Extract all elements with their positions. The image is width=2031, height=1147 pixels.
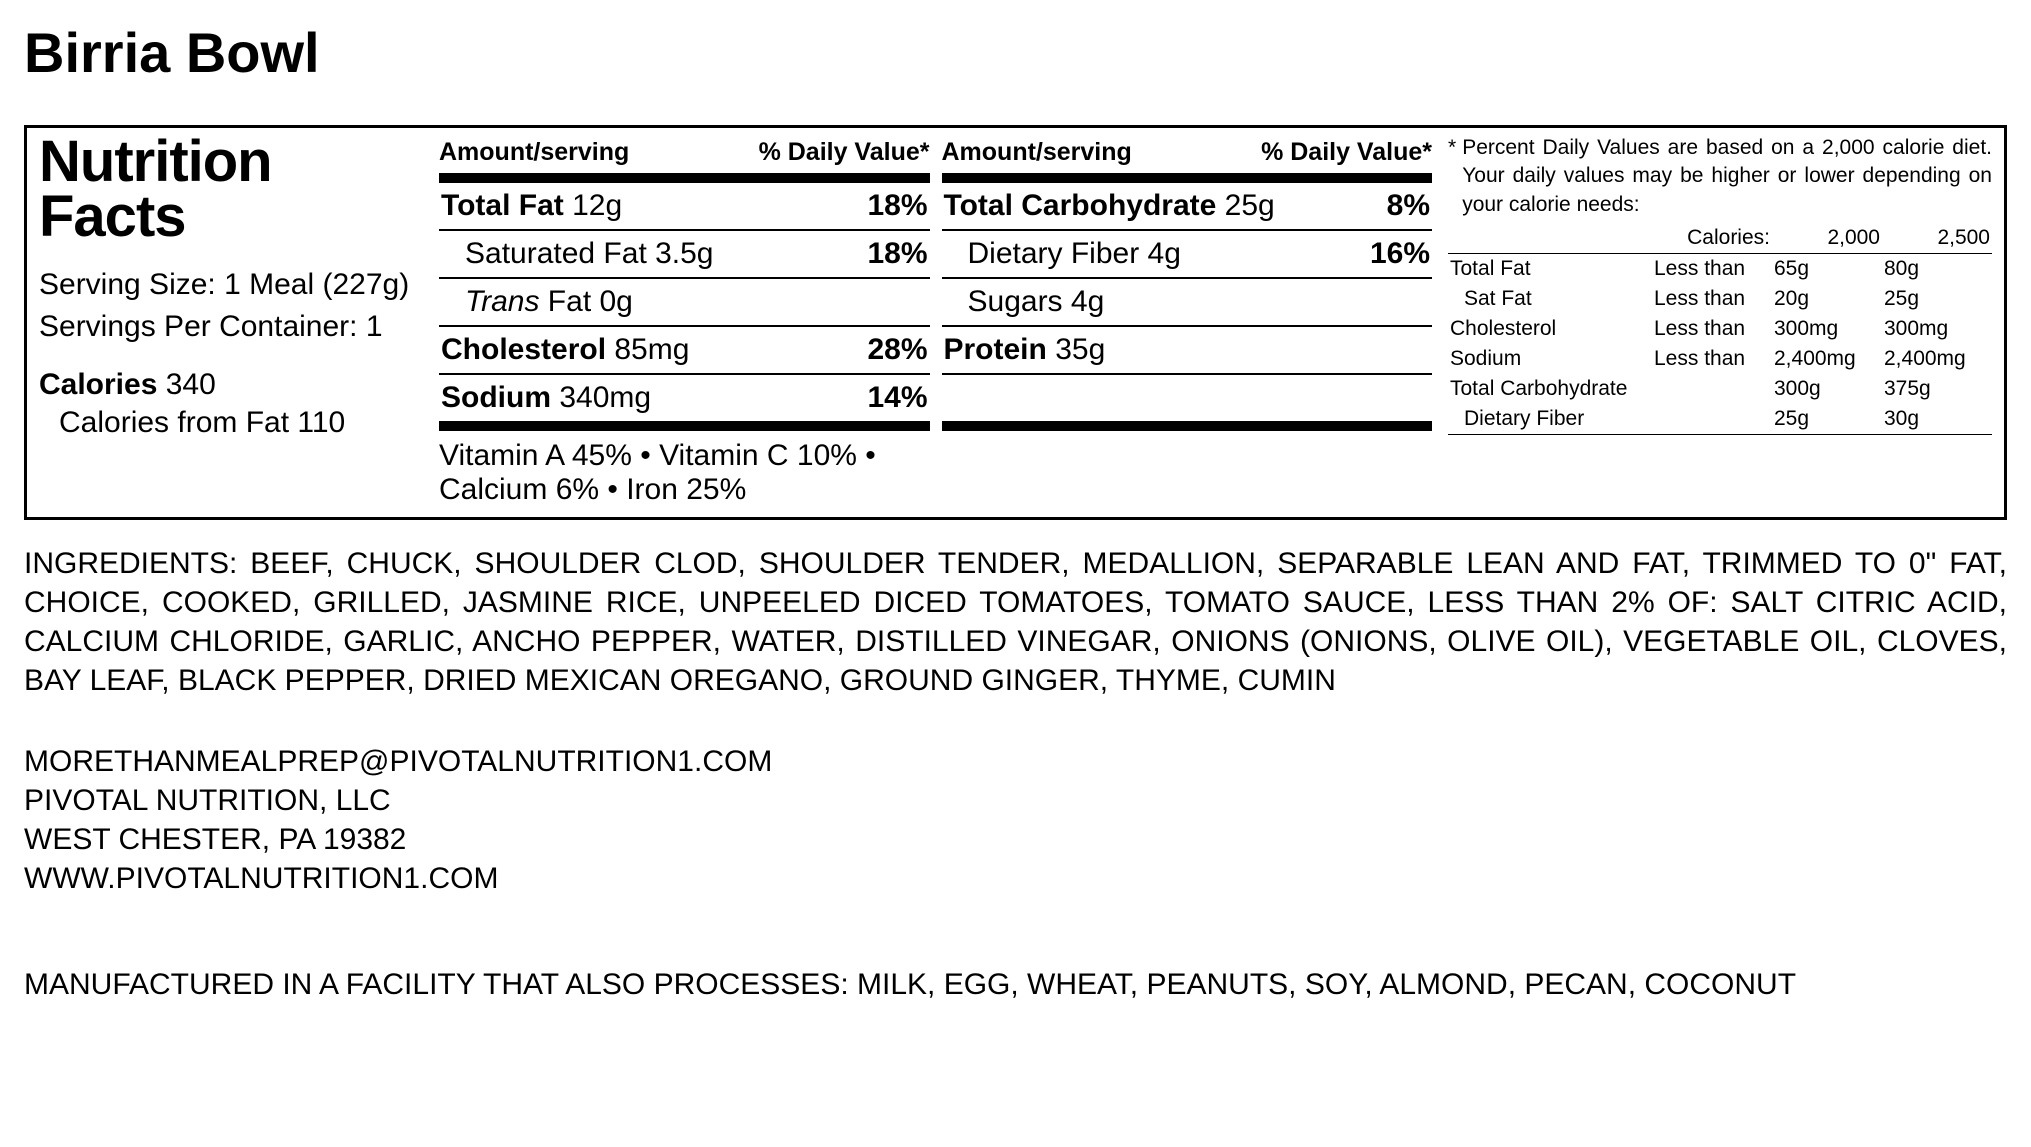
table-cell: 80g — [1882, 254, 1992, 285]
nutrient-row: Total Carbohydrate 25g 8% — [942, 183, 1433, 231]
nutrient-column-left: Amount/serving % Daily Value* Total Fat … — [439, 134, 930, 507]
table-cell: Calories: — [1652, 223, 1772, 254]
table-cell: 300mg — [1772, 314, 1882, 344]
table-cell: Less than — [1652, 284, 1772, 314]
nutrient-label: Cholesterol 85mg — [441, 333, 689, 367]
table-cell: 375g — [1882, 374, 1992, 404]
nutrient-dv: 14% — [867, 381, 927, 415]
ingredients-text: INGREDIENTS: BEEF, CHUCK, SHOULDER CLOD,… — [24, 544, 2007, 700]
nutrient-label: Dietary Fiber 4g — [944, 237, 1181, 271]
column-header: Amount/serving % Daily Value* — [439, 134, 930, 183]
nutrient-label: Total Carbohydrate 25g — [944, 189, 1275, 223]
nutrient-dv: 18% — [867, 237, 927, 271]
column-header: Amount/serving % Daily Value* — [942, 134, 1433, 183]
table-cell: 2,500 — [1882, 223, 1992, 254]
table-cell: Less than — [1652, 344, 1772, 374]
table-row: Total FatLess than65g80g — [1448, 254, 1992, 285]
table-cell — [1652, 374, 1772, 404]
nutrient-row: Saturated Fat 3.5g 18% — [439, 231, 930, 279]
nutrient-row: Sugars 4g — [942, 279, 1433, 327]
panel-dv-reference: * Percent Daily Values are based on a 2,… — [1432, 134, 1992, 507]
nutrient-dv: 28% — [867, 333, 927, 367]
panel-left-column: Nutrition Facts Serving Size: 1 Meal (22… — [39, 134, 439, 507]
contact-block: MORETHANMEALPREP@PIVOTALNUTRITION1.COM P… — [24, 742, 2007, 898]
table-cell: Less than — [1652, 254, 1772, 285]
vitamins-row: Vitamin A 45% • Vitamin C 10% • Calcium … — [439, 431, 930, 507]
calories-value: 340 — [166, 368, 216, 401]
nutrient-label: Sugars 4g — [944, 285, 1105, 319]
servings-per-container: Servings Per Container: 1 — [39, 310, 383, 343]
calories-from-fat: Calories from Fat 110 — [39, 404, 423, 442]
product-title: Birria Bowl — [24, 20, 2007, 85]
contact-company: PIVOTAL NUTRITION, LLC — [24, 781, 2007, 820]
serving-info: Serving Size: 1 Meal (227g) Servings Per… — [39, 264, 423, 348]
table-row: SodiumLess than2,400mg2,400mg — [1448, 344, 1992, 374]
calories-label: Calories — [39, 368, 157, 401]
nutrient-label: Trans Fat 0g — [441, 285, 633, 319]
table-cell: Dietary Fiber — [1448, 404, 1652, 435]
nutrient-label: Protein 35g — [944, 333, 1106, 367]
nutrient-dv: 16% — [1370, 237, 1430, 271]
nutrient-row: Protein 35g — [942, 327, 1433, 375]
nutrition-facts-panel: Nutrition Facts Serving Size: 1 Meal (22… — [24, 125, 2007, 520]
dv-reference-table: Calories: 2,000 2,500 Total FatLess than… — [1448, 223, 1992, 435]
table-cell: 300g — [1772, 374, 1882, 404]
contact-address: WEST CHESTER, PA 19382 — [24, 820, 2007, 859]
table-cell: 2,000 — [1772, 223, 1882, 254]
table-cell — [1652, 404, 1772, 435]
table-cell: 30g — [1882, 404, 1992, 435]
nutrient-dv: 18% — [867, 189, 927, 223]
nutrient-row: Trans Fat 0g — [439, 279, 930, 327]
table-cell: 65g — [1772, 254, 1882, 285]
nutrient-label: Sodium 340mg — [441, 381, 651, 415]
table-cell — [1448, 223, 1652, 254]
nutrient-row: Cholesterol 85mg 28% — [439, 327, 930, 375]
table-cell: Less than — [1652, 314, 1772, 344]
table-cell: 20g — [1772, 284, 1882, 314]
panel-nutrient-columns: Amount/serving % Daily Value* Total Fat … — [439, 134, 1432, 507]
table-row: CholesterolLess than300mg300mg — [1448, 314, 1992, 344]
nutrient-label: Total Fat 12g — [441, 189, 622, 223]
table-row: Total Carbohydrate 300g375g — [1448, 374, 1992, 404]
allergen-statement: MANUFACTURED IN A FACILITY THAT ALSO PRO… — [24, 968, 2007, 1002]
table-cell: Sodium — [1448, 344, 1652, 374]
nutrient-column-right: Amount/serving % Daily Value* Total Carb… — [942, 134, 1433, 507]
table-row: Dietary Fiber 25g30g — [1448, 404, 1992, 435]
nutrient-label: Saturated Fat 3.5g — [441, 237, 714, 271]
table-row: Sat FatLess than20g25g — [1448, 284, 1992, 314]
amount-serving-header: Amount/serving — [942, 138, 1132, 167]
calories-block: Calories 340 Calories from Fat 110 — [39, 366, 423, 441]
serving-size: Serving Size: 1 Meal (227g) — [39, 268, 409, 301]
nutrition-facts-title: Nutrition Facts — [39, 134, 423, 244]
table-cell: Cholesterol — [1448, 314, 1652, 344]
asterisk: * — [1448, 134, 1462, 219]
table-cell: Total Fat — [1448, 254, 1652, 285]
contact-website: WWW.PIVOTALNUTRITION1.COM — [24, 859, 2007, 898]
table-cell: 25g — [1882, 284, 1992, 314]
table-cell: 25g — [1772, 404, 1882, 435]
daily-value-header: % Daily Value* — [1261, 138, 1432, 167]
contact-email: MORETHANMEALPREP@PIVOTALNUTRITION1.COM — [24, 742, 2007, 781]
nutrient-row: Total Fat 12g 18% — [439, 183, 930, 231]
table-cell: 2,400mg — [1772, 344, 1882, 374]
table-cell: Sat Fat — [1448, 284, 1652, 314]
dv-footnote: * Percent Daily Values are based on a 2,… — [1448, 134, 1992, 219]
daily-value-header: % Daily Value* — [759, 138, 930, 167]
nutrient-dv: 8% — [1387, 189, 1430, 223]
table-cell: 2,400mg — [1882, 344, 1992, 374]
table-row: Calories: 2,000 2,500 — [1448, 223, 1992, 254]
dv-footnote-text: Percent Daily Values are based on a 2,00… — [1462, 134, 1992, 219]
nutrient-row: Sodium 340mg 14% — [439, 375, 930, 431]
amount-serving-header: Amount/serving — [439, 138, 629, 167]
table-cell: 300mg — [1882, 314, 1992, 344]
table-cell: Total Carbohydrate — [1448, 374, 1652, 404]
nutrient-row — [942, 375, 1433, 431]
nutrient-row: Dietary Fiber 4g 16% — [942, 231, 1433, 279]
